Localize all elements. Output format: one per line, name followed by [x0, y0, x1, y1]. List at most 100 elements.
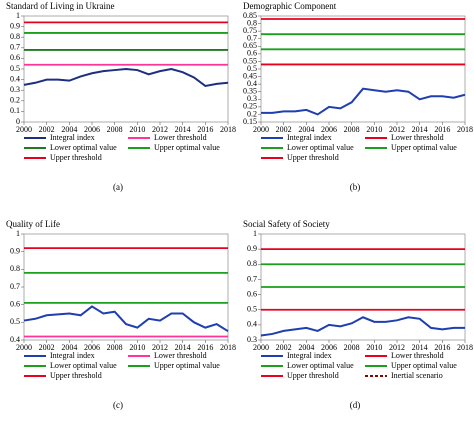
- x-tick-label: 2006: [84, 125, 100, 134]
- legend-label: Lower optimal value: [287, 361, 354, 370]
- legend-label: Upper threshold: [50, 371, 102, 380]
- chart-title: Quality of Life: [6, 219, 60, 229]
- y-tick-label: 0.55: [243, 56, 257, 65]
- y-tick-label: 0.3: [10, 85, 20, 94]
- y-tick-label: 0.5: [247, 64, 257, 73]
- y-tick-label: 0.6: [247, 289, 257, 298]
- y-tick-label: 0.2: [10, 96, 20, 105]
- legend-label: Lower optimal value: [287, 143, 354, 152]
- legend-label: Integral index: [50, 351, 95, 360]
- x-tick-label: 2008: [107, 343, 123, 352]
- y-tick-label: 0.4: [10, 335, 20, 344]
- series-line: [260, 316, 465, 337]
- y-tick-label: 0.85: [243, 11, 257, 20]
- x-tick-label: 2006: [321, 125, 337, 134]
- x-tick-label: 2014: [412, 125, 428, 134]
- legend-label: Upper optimal value: [391, 143, 457, 152]
- panel-caption: (d): [350, 400, 361, 410]
- legend-label: Lower optimal value: [50, 361, 117, 370]
- chart-title: Social Safety of Society: [243, 219, 330, 229]
- series-line: [23, 305, 229, 333]
- y-tick-label: 0.7: [10, 282, 20, 291]
- x-tick-label: 2016: [434, 125, 450, 134]
- x-tick-label: 2018: [457, 125, 473, 134]
- x-tick-label: 2018: [220, 125, 236, 134]
- legend-label: Upper optimal value: [391, 361, 457, 370]
- y-tick-label: 0.8: [10, 32, 20, 41]
- x-tick-label: 2002: [276, 125, 292, 134]
- y-tick-label: 0.4: [10, 74, 20, 83]
- y-tick-label: 0.35: [243, 87, 257, 96]
- y-tick-label: 0.75: [243, 26, 257, 35]
- x-tick-label: 2014: [175, 343, 191, 352]
- x-tick-label: 2004: [298, 343, 314, 352]
- legend-label: Lower threshold: [391, 351, 444, 360]
- panel-caption: (a): [113, 182, 123, 192]
- y-tick-label: 0.15: [243, 117, 257, 126]
- x-tick-label: 2014: [175, 125, 191, 134]
- legend-label: Upper threshold: [287, 371, 339, 380]
- x-tick-label: 2010: [129, 125, 145, 134]
- x-tick-label: 2012: [152, 125, 168, 134]
- x-tick-label: 2006: [84, 343, 100, 352]
- x-tick-label: 2000: [253, 125, 269, 134]
- x-tick-label: 2018: [220, 343, 236, 352]
- x-tick-label: 2016: [197, 343, 213, 352]
- x-tick-label: 2016: [434, 343, 450, 352]
- x-tick-label: 2018: [457, 343, 473, 352]
- y-tick-label: 0.65: [243, 41, 257, 50]
- legend-label: Upper threshold: [287, 153, 339, 162]
- y-tick-label: 0.8: [10, 264, 20, 273]
- y-tick-label: 0.6: [247, 49, 257, 58]
- legend-label: Upper optimal value: [154, 361, 220, 370]
- y-tick-label: 0.1: [10, 106, 20, 115]
- y-tick-label: 0.5: [10, 64, 20, 73]
- x-tick-label: 2004: [298, 125, 314, 134]
- x-tick-label: 2002: [276, 343, 292, 352]
- y-tick-label: 1: [16, 11, 20, 20]
- x-tick-label: 2008: [107, 125, 123, 134]
- legend-label: Inertial scenario: [391, 371, 443, 380]
- x-tick-label: 2006: [321, 343, 337, 352]
- x-tick-label: 2012: [389, 343, 405, 352]
- legend-label: Lower threshold: [391, 133, 444, 142]
- plot-area: [260, 15, 466, 123]
- x-tick-label: 2000: [16, 125, 32, 134]
- x-tick-label: 2010: [129, 343, 145, 352]
- legend-label: Lower threshold: [154, 351, 207, 360]
- series-line: [261, 87, 466, 116]
- y-tick-label: 0.9: [10, 246, 20, 255]
- legend-label: Lower threshold: [154, 133, 207, 142]
- y-tick-label: 0.45: [243, 71, 257, 80]
- x-tick-label: 2012: [152, 343, 168, 352]
- y-tick-label: 0.4: [247, 320, 257, 329]
- legend-label: Integral index: [287, 133, 332, 142]
- x-tick-label: 2000: [253, 343, 269, 352]
- legend-label: Integral index: [50, 133, 95, 142]
- y-tick-label: 0.5: [10, 317, 20, 326]
- legend-label: Upper threshold: [50, 153, 102, 162]
- x-tick-label: 2016: [197, 125, 213, 134]
- x-tick-label: 2014: [412, 343, 428, 352]
- x-tick-label: 2012: [389, 125, 405, 134]
- y-tick-label: 0: [16, 117, 20, 126]
- x-tick-label: 2010: [366, 343, 382, 352]
- y-tick-label: 0.4: [247, 79, 257, 88]
- series-line: [23, 67, 229, 88]
- y-tick-label: 0.7: [247, 34, 257, 43]
- x-tick-label: 2008: [344, 125, 360, 134]
- y-tick-label: 1: [16, 229, 20, 238]
- y-tick-label: 0.3: [247, 94, 257, 103]
- x-tick-label: 2004: [61, 343, 77, 352]
- y-tick-label: 0.2: [247, 109, 257, 118]
- y-tick-label: 0.3: [247, 335, 257, 344]
- chart-title: Demographic Component: [243, 1, 337, 11]
- x-tick-label: 2000: [16, 343, 32, 352]
- y-tick-label: 0.9: [10, 21, 20, 30]
- x-tick-label: 2002: [39, 125, 55, 134]
- y-tick-label: 0.5: [247, 305, 257, 314]
- y-tick-label: 0.7: [10, 43, 20, 52]
- y-tick-label: 0.8: [247, 259, 257, 268]
- chart-title: Standard of Living in Ukraine: [6, 1, 114, 11]
